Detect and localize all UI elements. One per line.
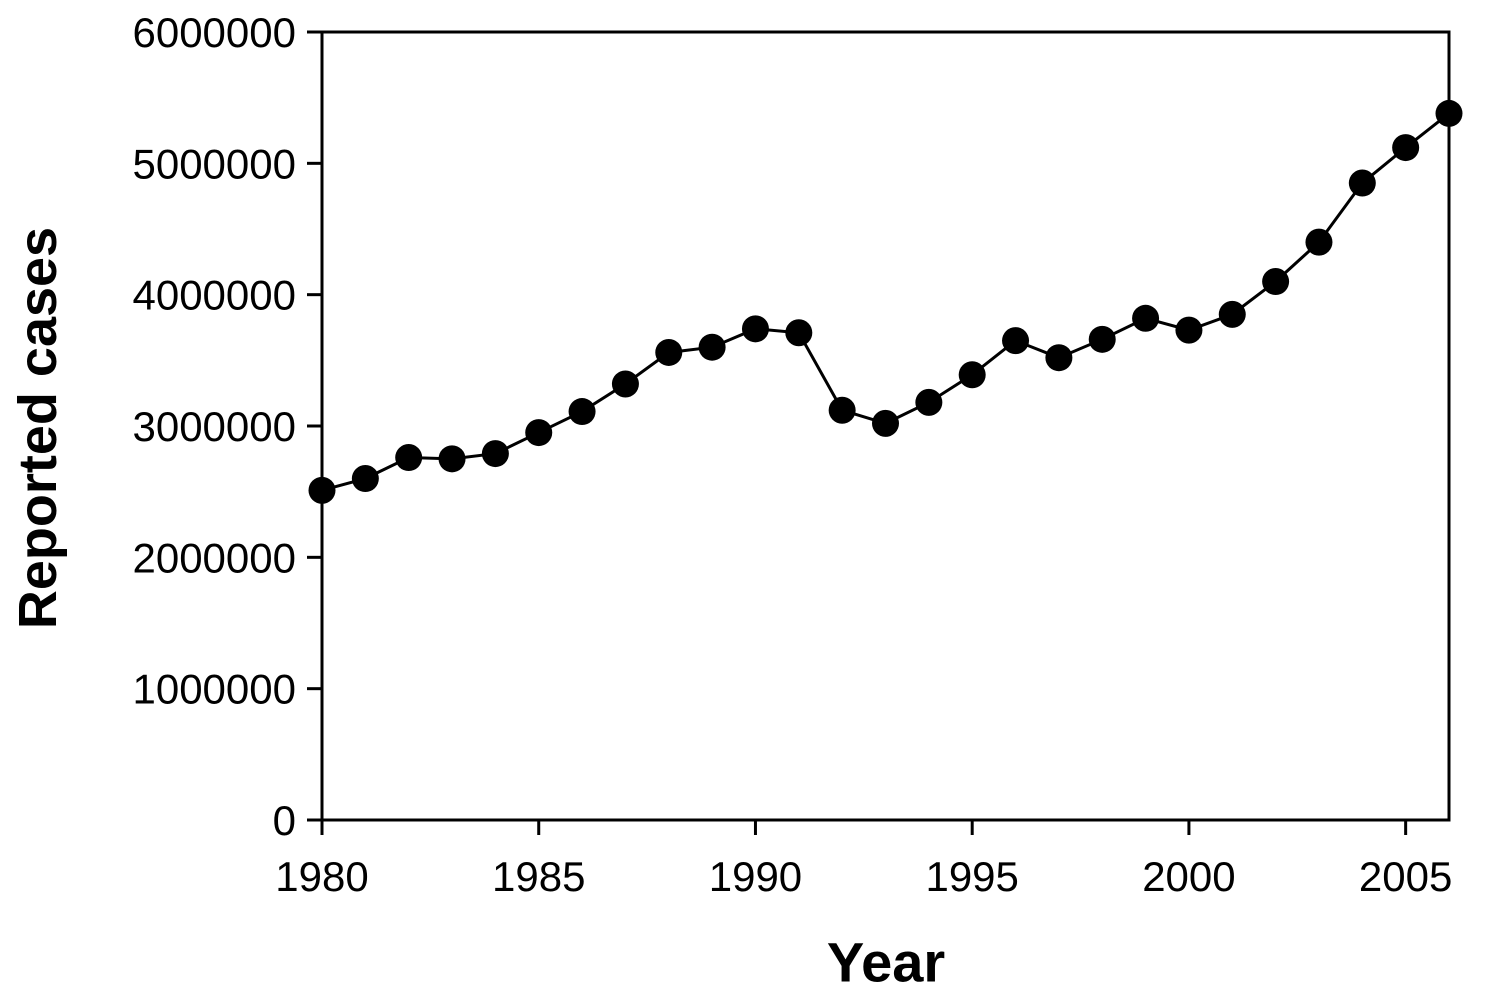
data-point — [1132, 304, 1160, 332]
data-point — [308, 476, 336, 504]
y-tick-label: 3000000 — [132, 403, 296, 450]
data-point — [1088, 325, 1116, 353]
y-tick-label: 6000000 — [132, 9, 296, 56]
data-point — [351, 465, 379, 493]
data-point — [395, 444, 423, 472]
y-tick-label: 5000000 — [132, 140, 296, 187]
data-point — [655, 338, 683, 366]
data-point — [872, 409, 899, 437]
data-point — [958, 361, 986, 389]
data-point — [525, 419, 553, 447]
y-tick-label: 0 — [273, 797, 296, 844]
data-point — [611, 370, 639, 398]
y-axis-title: Reported cases — [8, 226, 68, 630]
data-point — [1002, 327, 1030, 355]
x-tick-label: 1980 — [275, 853, 368, 900]
y-tick-label: 4000000 — [132, 272, 296, 319]
data-point — [698, 333, 726, 361]
data-point — [1218, 300, 1246, 328]
data-point — [785, 319, 813, 347]
data-point — [1262, 268, 1290, 296]
data-point — [481, 440, 509, 468]
y-tick-label: 2000000 — [132, 534, 296, 581]
data-point — [438, 445, 466, 473]
data-point — [1045, 344, 1073, 372]
data-point — [1175, 316, 1203, 344]
data-point — [828, 396, 856, 424]
x-tick-label: 1985 — [492, 853, 585, 900]
data-point — [1435, 99, 1463, 127]
x-tick-label: 1990 — [709, 853, 802, 900]
data-point — [568, 398, 596, 426]
x-tick-label: 2000 — [1142, 853, 1235, 900]
data-point — [1348, 169, 1376, 197]
data-point — [741, 315, 769, 343]
data-point — [915, 388, 943, 416]
x-axis-title: Year — [826, 930, 946, 994]
data-point — [1392, 134, 1420, 162]
y-tick-label: 1000000 — [132, 666, 296, 713]
x-tick-label: 2005 — [1359, 853, 1452, 900]
x-tick-label: 1995 — [925, 853, 1018, 900]
data-point — [1305, 228, 1333, 256]
